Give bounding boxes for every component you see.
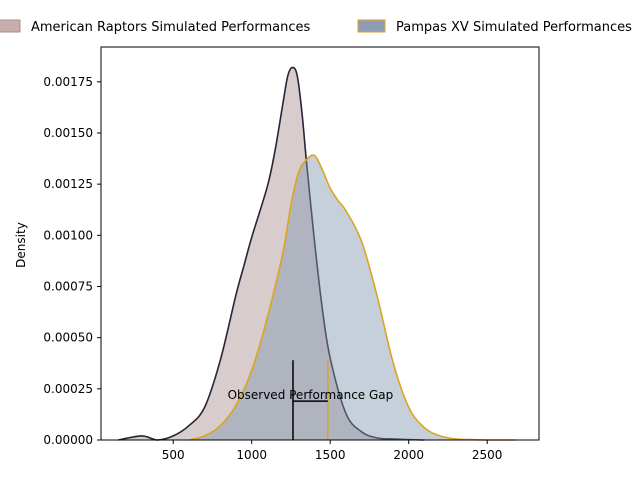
y-axis-label: Density (14, 222, 28, 268)
density-line-1 (188, 154, 516, 441)
legend-label-pampas: Pampas XV Simulated Performances (396, 20, 632, 35)
y-tick-label: 0.00075 (43, 279, 93, 293)
legend-swatch-pampas (357, 19, 386, 33)
y-tick-label: 0.00050 (43, 331, 93, 345)
x-tick-label: 2500 (472, 448, 503, 462)
x-tick-label: 1500 (315, 448, 346, 462)
y-tick-label: 0.00150 (43, 126, 93, 140)
tick-layer: 500 1000 1500 2000 2500 0.00000 0.00025 0.00050… (43, 75, 502, 462)
legend: American Raptors Simulated Performances … (0, 19, 632, 35)
x-tick-label: 1000 (236, 448, 267, 462)
gap-annotation-text: Observed Performance Gap (228, 388, 394, 402)
annotation-layer: Observed Performance Gap (228, 360, 394, 440)
legend-label-raptors: American Raptors Simulated Performances (31, 20, 310, 35)
y-tick-label: 0.00175 (43, 75, 93, 89)
y-tick-label: 0.00125 (43, 177, 93, 191)
y-tick-label: 0.00100 (43, 228, 93, 242)
density-line-0 (118, 66, 425, 441)
density-area-0 (118, 67, 425, 440)
series-layer (118, 66, 516, 441)
y-tick-label: 0.00025 (43, 382, 93, 396)
y-tick-label: 0.00000 (43, 433, 93, 447)
x-tick-label: 500 (162, 448, 185, 462)
axes-frame (100, 46, 540, 441)
legend-swatch-raptors (0, 19, 21, 33)
density-area-1 (188, 154, 516, 440)
x-tick-label: 2000 (393, 448, 424, 462)
